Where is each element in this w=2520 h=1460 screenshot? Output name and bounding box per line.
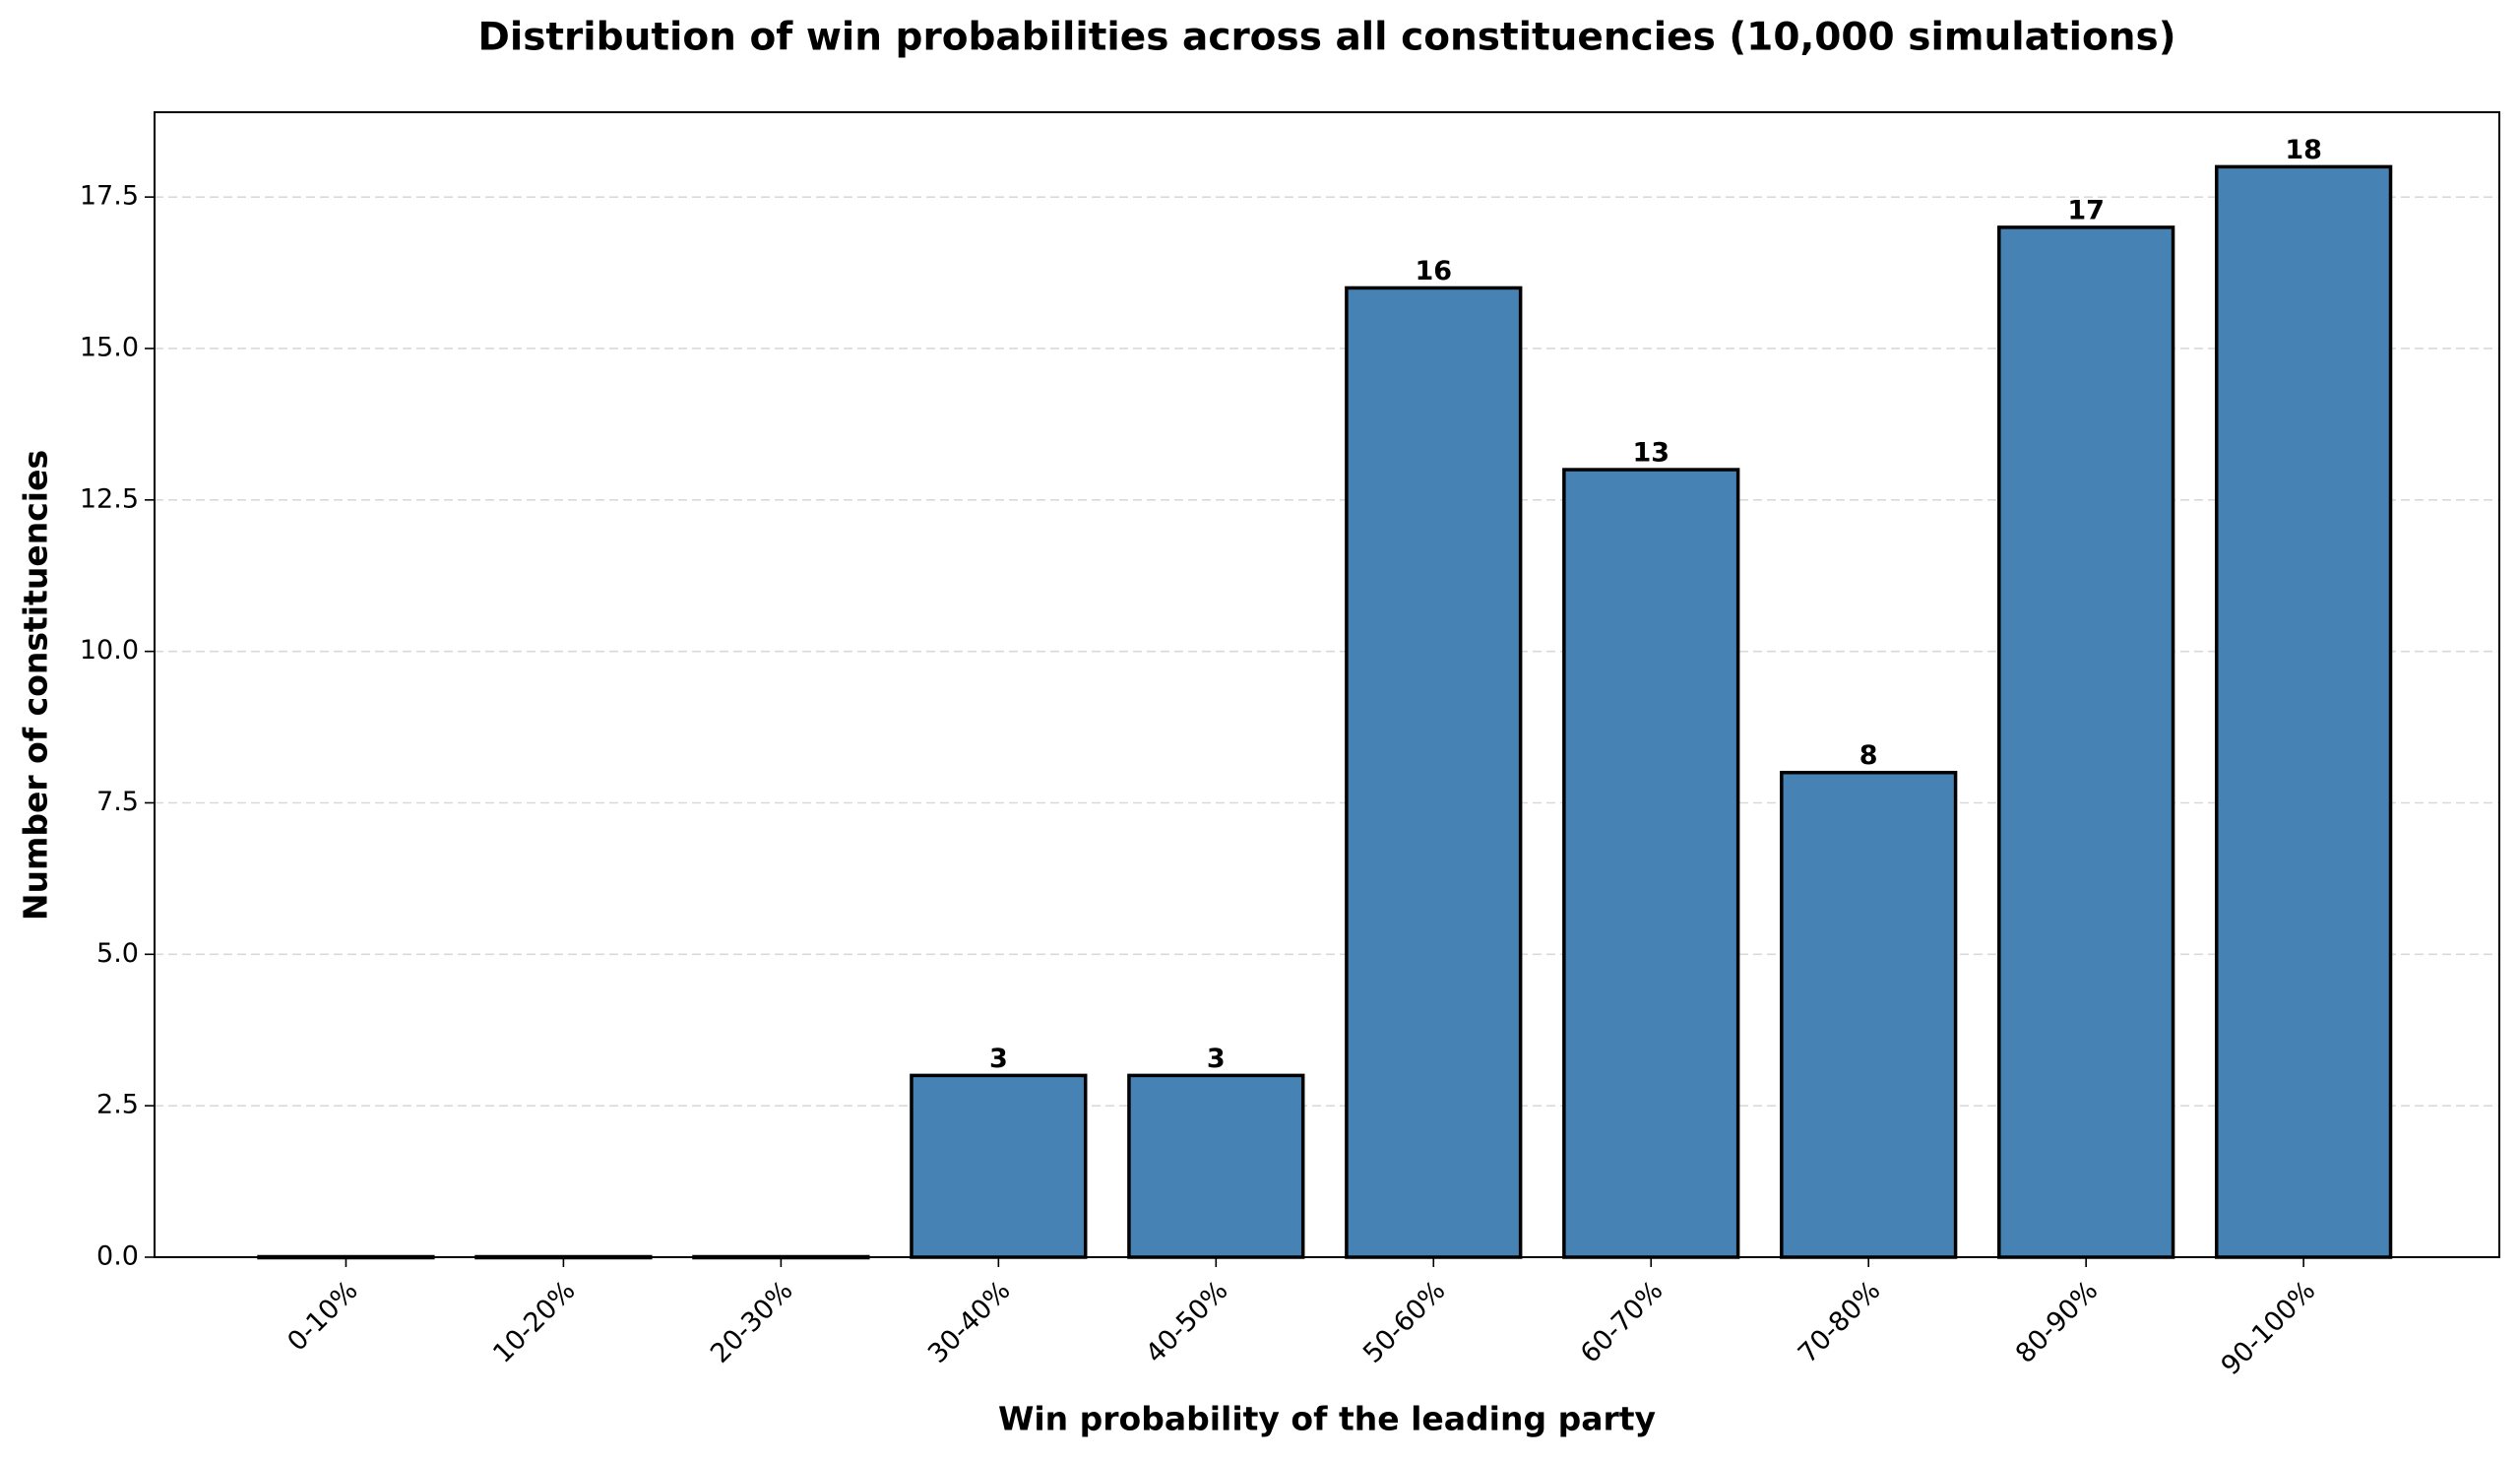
value-label: 13 (1632, 438, 1670, 469)
y-tick-label: 15.0 (80, 332, 139, 362)
y-axis-label: Number of constituencies (17, 450, 55, 920)
chart-title: Distribution of win probabilities across… (477, 16, 2175, 60)
y-tick-label: 12.5 (80, 483, 139, 514)
bar (910, 1073, 1088, 1259)
bar (1780, 770, 1958, 1259)
bar (1127, 1073, 1305, 1259)
x-tick-label: 20-30% (705, 1275, 799, 1369)
x-tick-label: 80-90% (2010, 1275, 2105, 1369)
value-label: 3 (989, 1044, 1008, 1074)
x-tick-label: 40-50% (1140, 1275, 1234, 1369)
y-tick-label: 17.5 (80, 181, 139, 212)
bar (1997, 225, 2175, 1259)
x-tick-label: 30-40% (922, 1275, 1017, 1369)
y-tick-label: 10.0 (80, 635, 139, 666)
value-label: 3 (1207, 1044, 1226, 1074)
y-tick-label: 2.5 (96, 1090, 139, 1120)
x-tick-label: 10-20% (487, 1275, 582, 1369)
bar (1345, 286, 1523, 1259)
y-tick-label: 0.0 (96, 1241, 139, 1272)
x-tick-label: 0-10% (282, 1275, 363, 1357)
bar (1562, 468, 1740, 1259)
value-label: 8 (1859, 740, 1878, 771)
x-axis-label: Win probability of the leading party (998, 1400, 1656, 1438)
bar (2214, 164, 2393, 1259)
value-label: 16 (1415, 256, 1452, 286)
x-tick-label: 70-80% (1793, 1275, 1887, 1369)
y-tick-label: 5.0 (96, 938, 139, 969)
y-tick-label: 7.5 (96, 787, 139, 817)
value-label: 17 (2067, 195, 2105, 225)
value-label: 18 (2285, 135, 2322, 165)
x-tick-label: 90-100% (2216, 1275, 2322, 1381)
axes-frame (154, 111, 2500, 1258)
plot-area: 0.0 2.5 5.0 7.5 10.0 12.5 15.0 17.5 0-10% 10-20% 2… (80, 135, 2499, 1381)
x-tick-label: 50-60% (1357, 1275, 1452, 1369)
x-tick-label: 60-70% (1575, 1275, 1670, 1369)
